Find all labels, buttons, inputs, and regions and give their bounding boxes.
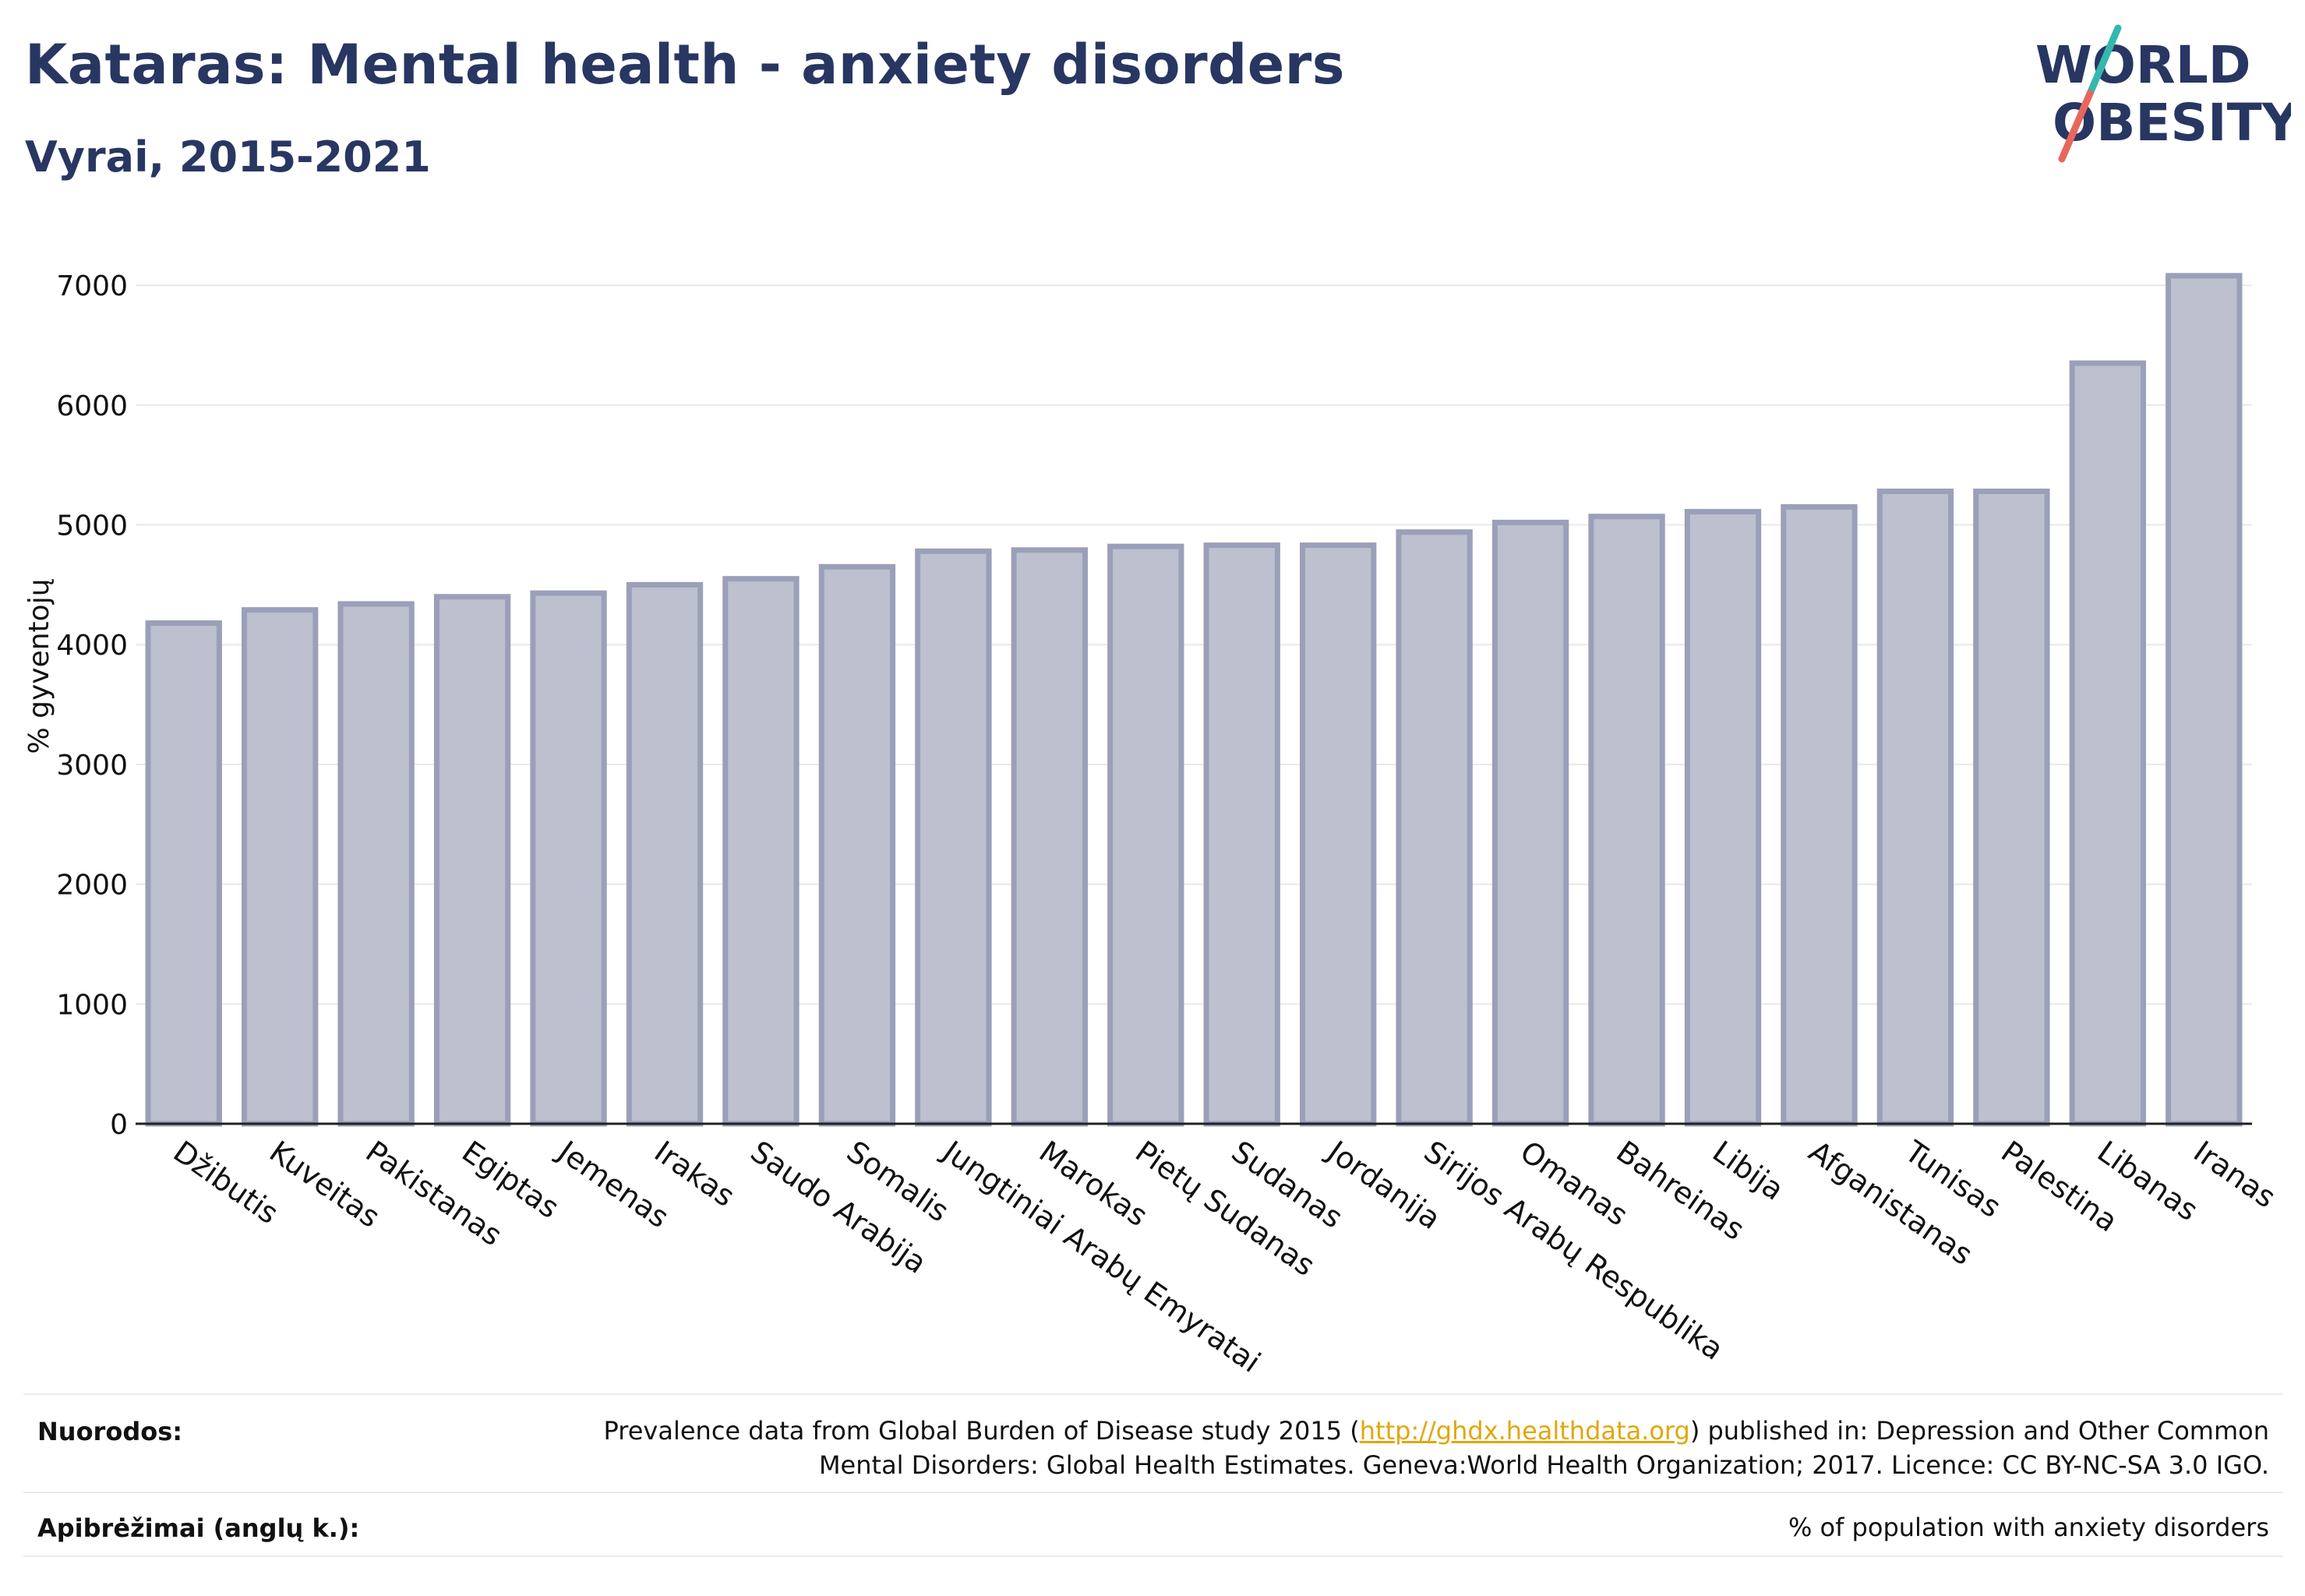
- y-tick-label: 2000: [56, 870, 128, 902]
- bar[interactable]: [1876, 488, 1954, 1127]
- bar-chart: 0 1000 2000 3000 4000 5000 6000 7000 DžibutisKu…: [23, 270, 2282, 1372]
- footer-divider-middle: [23, 1492, 2283, 1493]
- bar[interactable]: [626, 581, 704, 1127]
- references-text: Prevalence data from Global Burden of Di…: [604, 1414, 2269, 1482]
- bar[interactable]: [1781, 503, 1858, 1127]
- bar[interactable]: [1011, 547, 1088, 1127]
- footer-definitions-row: Apibrėžimai (anglų k.): % of population …: [23, 1493, 2283, 1555]
- bar[interactable]: [433, 594, 511, 1127]
- bar[interactable]: [1203, 542, 1280, 1127]
- bar[interactable]: [1300, 542, 1377, 1127]
- y-tick-label: 1000: [56, 989, 128, 1021]
- logo-word-world: WORLD: [2035, 35, 2251, 95]
- footer-divider-top: [23, 1393, 2283, 1395]
- bar[interactable]: [1107, 543, 1184, 1127]
- bar[interactable]: [1396, 529, 1473, 1127]
- bar[interactable]: [1973, 488, 2050, 1127]
- x-tick-label: Afganistanas: [1802, 1134, 1978, 1272]
- definitions-label: Apibrėžimai (anglų k.):: [37, 1513, 360, 1543]
- bar[interactable]: [722, 576, 800, 1127]
- y-tick-label: 3000: [56, 750, 128, 782]
- y-tick-label: 0: [110, 1109, 128, 1141]
- x-tick-labels: DžibutisKuveitasPakistanasEgiptasJemenas…: [168, 1133, 2282, 1372]
- bars: [145, 273, 2243, 1127]
- y-tick-label: 6000: [56, 390, 128, 422]
- y-tick-labels: 0 1000 2000 3000 4000 5000 6000 7000: [56, 270, 128, 1141]
- bar[interactable]: [145, 620, 222, 1127]
- bar[interactable]: [1684, 509, 1762, 1127]
- x-tick-label: Kuveitas: [263, 1134, 387, 1234]
- y-tick-label: 7000: [56, 270, 128, 302]
- bar[interactable]: [337, 601, 415, 1127]
- bar[interactable]: [2069, 360, 2146, 1127]
- x-tick-label: Džibutis: [168, 1134, 285, 1231]
- references-text-3: Mental Disorders: Global Health Estimate…: [818, 1450, 2269, 1480]
- x-tick-label: Jemenas: [551, 1133, 676, 1234]
- footer-divider-bottom: [23, 1555, 2283, 1557]
- bar[interactable]: [1491, 519, 1569, 1127]
- x-tick-label: Saudo Arabija: [744, 1134, 933, 1280]
- logo-word-obesity: OBESITY: [2053, 93, 2291, 153]
- references-text-1: Prevalence data from Global Burden of Di…: [603, 1416, 1360, 1446]
- bar[interactable]: [2166, 273, 2243, 1127]
- references-label: Nuorodos:: [37, 1417, 183, 1446]
- references-link[interactable]: http://ghdx.healthdata.org: [1359, 1416, 1690, 1446]
- bar[interactable]: [1588, 514, 1665, 1127]
- y-tick-label: 5000: [56, 510, 128, 542]
- bar[interactable]: [915, 548, 992, 1127]
- chart-title: Kataras: Mental health - anxiety disorde…: [25, 33, 1345, 97]
- definitions-text: % of population with anxiety disorders: [1788, 1513, 2269, 1542]
- chart-subtitle: Vyrai, 2015-2021: [25, 132, 431, 182]
- bar[interactable]: [242, 607, 319, 1127]
- footer-references-row: Nuorodos: Prevalence data from Global Bu…: [23, 1395, 2283, 1493]
- references-text-2: ) published in: Depression and Other Com…: [1689, 1416, 2269, 1446]
- bar[interactable]: [818, 563, 896, 1127]
- y-tick-label: 4000: [56, 630, 128, 662]
- y-axis-label: % gyventojų: [23, 578, 55, 754]
- world-obesity-logo: WORLD OBESITY: [2035, 24, 2291, 163]
- bar[interactable]: [530, 590, 607, 1127]
